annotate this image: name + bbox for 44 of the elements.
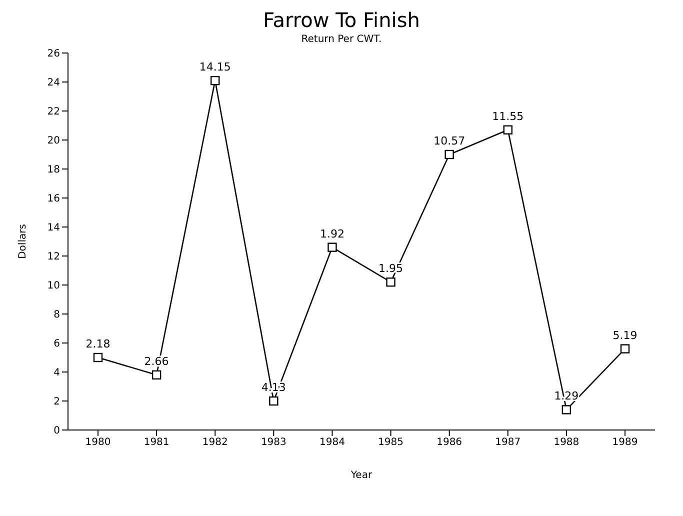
y-tick-label: 20 [47, 136, 60, 147]
point [620, 344, 630, 354]
annotation: 2.18 [86, 338, 110, 350]
chart-title: Farrow To Finish [262, 8, 421, 32]
x-tick-label: 1981 [144, 437, 170, 448]
point [328, 242, 337, 252]
y-tick-label: 14 [47, 222, 60, 234]
y-tick-label: 2 [54, 396, 60, 408]
point [386, 278, 396, 287]
y-tick-label: 10 [47, 280, 60, 292]
x-tick-label: 1986 [436, 437, 462, 448]
y-tick-label: 22 [47, 106, 60, 118]
x-tick-label: 1987 [495, 437, 521, 448]
y-tick-label: 4 [54, 368, 60, 379]
y-tick-label: 0 [54, 426, 60, 437]
y-tick-label: 16 [47, 194, 60, 205]
point [503, 125, 512, 134]
x-tick-label: 1982 [202, 437, 228, 448]
point [152, 370, 162, 380]
x-tick-label: 1980 [85, 437, 111, 448]
y-tick-label: 6 [54, 338, 60, 350]
point [562, 405, 572, 414]
point [93, 352, 103, 362]
y-axis-title: Dollars [18, 224, 29, 259]
x-tick-label: 1984 [319, 437, 345, 448]
annotation: 5.19 [612, 328, 638, 342]
y-tick-label: 12 [47, 252, 60, 263]
y-tick-label: 8 [54, 310, 60, 321]
point [210, 76, 220, 86]
x-axis-title: Year [350, 470, 373, 481]
annotation: 14.15 [199, 60, 231, 74]
x-tick-label: 1989 [612, 437, 638, 448]
point [444, 150, 454, 160]
x-tick-label: 1985 [378, 437, 404, 448]
y-tick-label: 24 [47, 78, 60, 89]
annotation: 1.92 [320, 227, 344, 240]
annotation: 11.55 [492, 110, 524, 123]
annotation: 10.57 [434, 134, 466, 148]
chart-subtitle: Return Per CWT. [300, 34, 383, 45]
point [269, 396, 278, 406]
x-tick-label: 1988 [554, 437, 580, 448]
x-tick-label: 1983 [260, 437, 286, 448]
y-tick-label: 18 [47, 164, 60, 176]
y-tick-label: 26 [47, 48, 60, 60]
